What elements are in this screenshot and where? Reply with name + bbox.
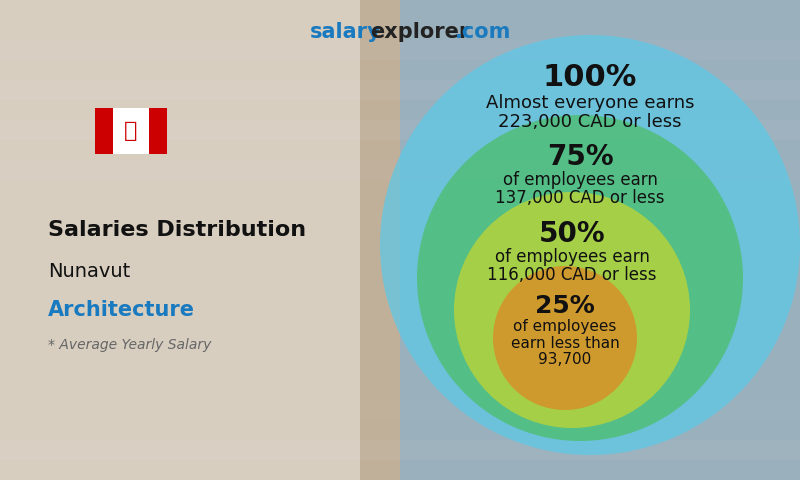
Text: 🍁: 🍁 bbox=[124, 121, 138, 141]
Text: Nunavut: Nunavut bbox=[48, 262, 130, 281]
Bar bbox=[0, 240, 800, 260]
Bar bbox=[0, 440, 800, 460]
Text: of employees earn: of employees earn bbox=[502, 171, 658, 189]
Text: .com: .com bbox=[455, 22, 511, 42]
Text: 25%: 25% bbox=[535, 294, 595, 318]
Circle shape bbox=[493, 266, 637, 410]
Text: 93,700: 93,700 bbox=[538, 352, 592, 367]
Bar bbox=[0, 0, 400, 480]
Text: Architecture: Architecture bbox=[48, 300, 195, 320]
Text: 100%: 100% bbox=[543, 63, 637, 92]
Circle shape bbox=[454, 192, 690, 428]
Bar bbox=[0, 40, 800, 60]
Text: 137,000 CAD or less: 137,000 CAD or less bbox=[495, 189, 665, 207]
Bar bbox=[0, 80, 800, 100]
Text: 50%: 50% bbox=[538, 220, 606, 248]
Text: of employees: of employees bbox=[514, 319, 617, 334]
Bar bbox=[95, 108, 113, 154]
Text: 223,000 CAD or less: 223,000 CAD or less bbox=[498, 113, 682, 132]
Bar bbox=[0, 320, 800, 340]
Bar bbox=[0, 160, 800, 180]
Bar bbox=[400, 0, 800, 480]
Text: 116,000 CAD or less: 116,000 CAD or less bbox=[487, 266, 657, 284]
Bar bbox=[0, 400, 800, 420]
Text: of employees earn: of employees earn bbox=[494, 248, 650, 266]
Bar bbox=[0, 0, 800, 20]
FancyBboxPatch shape bbox=[0, 0, 360, 480]
Bar bbox=[149, 108, 167, 154]
Bar bbox=[113, 108, 149, 154]
Bar bbox=[0, 280, 800, 300]
Bar bbox=[0, 120, 800, 140]
Text: Almost everyone earns: Almost everyone earns bbox=[486, 94, 694, 112]
Text: Salaries Distribution: Salaries Distribution bbox=[48, 220, 306, 240]
Text: explorer: explorer bbox=[370, 22, 470, 42]
Text: salary: salary bbox=[310, 22, 382, 42]
Circle shape bbox=[417, 115, 743, 441]
Circle shape bbox=[380, 35, 800, 455]
Text: * Average Yearly Salary: * Average Yearly Salary bbox=[48, 338, 211, 352]
Bar bbox=[0, 360, 800, 380]
Text: earn less than: earn less than bbox=[510, 336, 619, 351]
Bar bbox=[0, 200, 800, 220]
Text: 75%: 75% bbox=[546, 143, 614, 171]
